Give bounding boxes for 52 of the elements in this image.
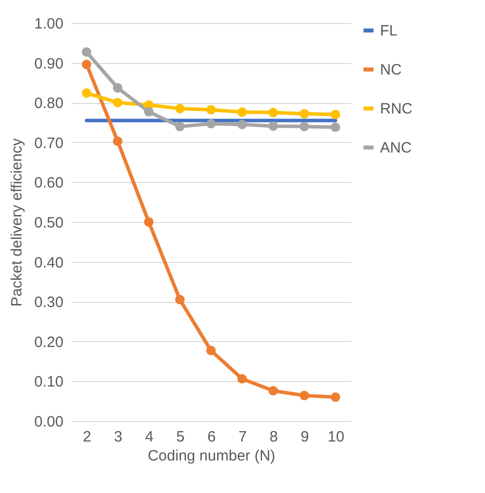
point: [82, 47, 92, 57]
x-tick-label: 9: [300, 428, 310, 446]
point: [206, 346, 216, 356]
point: [268, 386, 278, 396]
y-tick-label: 0.80: [34, 95, 64, 112]
point: [175, 104, 185, 114]
x-tick-label: 2: [82, 428, 92, 446]
point: [268, 108, 278, 118]
x-tick-label: 7: [238, 428, 247, 446]
y-axis-title: Packet delivery efficiency: [8, 138, 26, 307]
y-tick-label: 0.50: [34, 214, 64, 232]
y-tick-label: 0.90: [34, 55, 64, 72]
y-tick-label: 0.00: [34, 414, 64, 430]
point: [144, 107, 154, 116]
y-tick-label: 0.30: [34, 294, 64, 312]
x-tick-label: 6: [207, 428, 216, 446]
point: [300, 109, 310, 118]
x-tick-label: 8: [270, 428, 278, 446]
x-tick-label: 10: [328, 428, 344, 446]
point: [175, 122, 185, 132]
legend-label: NC: [380, 62, 402, 78]
x-axis-title: Coding number (N): [148, 448, 276, 464]
point: [300, 390, 310, 400]
point: [82, 88, 92, 98]
y-tick-label: 1.00: [34, 16, 64, 32]
point: [237, 107, 247, 117]
point: [112, 98, 122, 108]
point: [82, 60, 92, 70]
point: [144, 217, 154, 227]
point: [330, 122, 340, 132]
y-tick-label: 0.10: [34, 374, 64, 391]
point: [206, 105, 216, 114]
point: [268, 121, 278, 131]
legend-label: RNC: [380, 100, 413, 118]
point: [330, 392, 340, 402]
x-tick-label: 3: [114, 428, 122, 446]
point: [237, 120, 247, 130]
y-tick-label: 0.40: [34, 254, 64, 272]
point: [175, 294, 185, 304]
point: [112, 83, 122, 93]
y-tick-label: 0.60: [34, 174, 64, 192]
legend-label: FL: [380, 22, 398, 40]
point: [330, 110, 340, 120]
legend-label: ANC: [380, 140, 412, 156]
y-tick-label: 0.70: [34, 134, 64, 152]
x-tick-label: 5: [176, 428, 185, 446]
y-tick-label: 0.20: [34, 334, 64, 351]
point: [300, 122, 310, 132]
x-tick-label: 4: [145, 428, 154, 446]
point: [112, 136, 122, 146]
point: [206, 118, 216, 128]
point: [237, 374, 247, 384]
